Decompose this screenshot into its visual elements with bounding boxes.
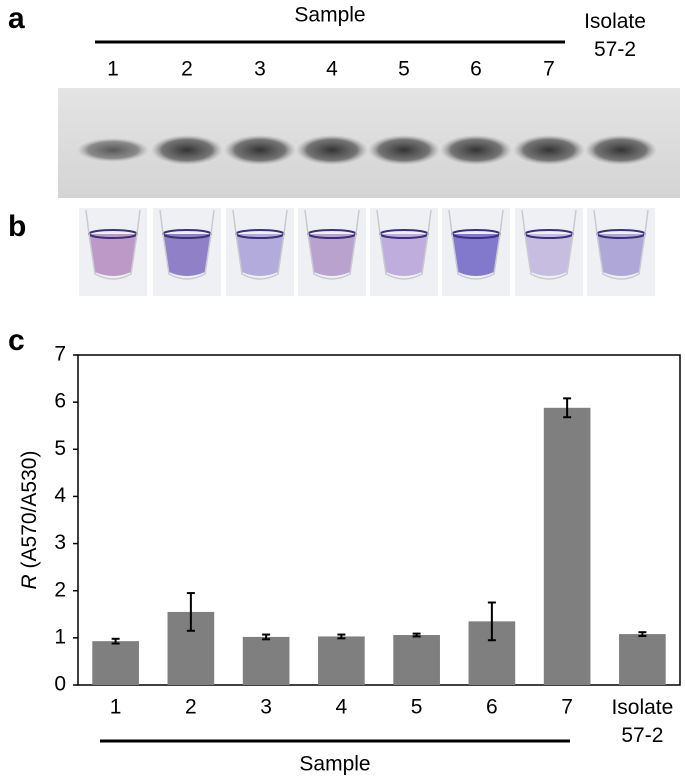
y-tick-label: 5 xyxy=(54,437,66,460)
gel-band xyxy=(585,135,657,165)
y-tick-label: 3 xyxy=(54,531,66,554)
y-tick-label: 2 xyxy=(54,578,66,601)
tube-wall xyxy=(376,209,432,280)
gel-header: Sample xyxy=(294,4,365,27)
x-tick-label: 7 xyxy=(561,696,573,719)
control-label: Isolate 57-2 xyxy=(584,10,646,61)
lane-label: 3 xyxy=(254,58,266,81)
lane-label: 2 xyxy=(181,58,193,81)
lane-label: 6 xyxy=(470,58,482,81)
y-tick-label: 7 xyxy=(54,343,66,366)
tube-liquid xyxy=(597,234,645,276)
x-axis-label: Sample xyxy=(299,753,370,776)
x-tick-label: 6 xyxy=(486,696,498,719)
bar xyxy=(318,636,365,685)
x-tick-label: 1 xyxy=(110,696,122,719)
tube-liquid xyxy=(163,234,211,276)
gel-band xyxy=(224,135,296,165)
error-bar xyxy=(186,592,195,632)
tube-liquid xyxy=(89,234,137,276)
lane-label: 4 xyxy=(326,58,338,81)
lane-label: 5 xyxy=(398,58,410,81)
bar xyxy=(92,641,139,685)
tube-liquid xyxy=(380,234,428,276)
error-bar xyxy=(638,631,647,637)
error-bar xyxy=(111,637,120,645)
panel-label: a xyxy=(8,2,25,35)
gel-bands xyxy=(77,135,657,165)
tube-wall xyxy=(85,209,141,280)
error-bar xyxy=(563,397,572,419)
tube-wall xyxy=(521,209,577,280)
tube-liquid xyxy=(525,234,573,276)
y-tick-label: 6 xyxy=(54,390,66,413)
gel-band xyxy=(151,135,223,165)
tube-liquid xyxy=(452,234,500,276)
y-label-text: (A570/A530) xyxy=(18,451,41,569)
tube-liquid xyxy=(308,234,356,276)
error-bar xyxy=(337,633,346,640)
tube-liquid xyxy=(236,234,284,276)
plot-frame xyxy=(77,354,681,686)
tube-wall xyxy=(448,209,504,280)
tube-wall xyxy=(159,209,215,280)
x-tick-label: 5 xyxy=(411,696,423,719)
gel-band xyxy=(77,138,149,162)
panel-label: b xyxy=(8,210,26,243)
gel-band xyxy=(296,135,368,165)
gel-band xyxy=(513,135,585,165)
tube-wall xyxy=(232,209,288,280)
x-tick-label: 4 xyxy=(336,696,348,719)
y-tick-label: 0 xyxy=(54,673,66,696)
gel-image xyxy=(58,88,680,198)
lane-label: 7 xyxy=(543,58,555,81)
lane-label: 1 xyxy=(107,58,119,81)
bar xyxy=(242,636,290,685)
tube-wall xyxy=(593,209,649,280)
y-tick-label: 1 xyxy=(54,625,66,648)
error-bar xyxy=(487,601,496,642)
bar xyxy=(619,634,666,685)
gel-band xyxy=(440,135,512,165)
bar xyxy=(393,635,440,685)
error-bar xyxy=(262,633,271,641)
panel-label: c xyxy=(8,324,25,357)
x-tick-label: 3 xyxy=(260,696,272,719)
error-bar xyxy=(412,632,421,638)
y-tick-label: 4 xyxy=(54,484,66,507)
y-axis-label: R (A570/A530) xyxy=(18,451,41,590)
x-tick-label: Isolate 57-2 xyxy=(611,696,674,747)
bar xyxy=(543,407,591,685)
tube-wall xyxy=(304,209,360,280)
x-tick-label: 2 xyxy=(185,696,197,719)
tube-photos xyxy=(79,208,655,296)
gel-band xyxy=(368,135,440,165)
y-label-symbol: R xyxy=(18,574,41,589)
